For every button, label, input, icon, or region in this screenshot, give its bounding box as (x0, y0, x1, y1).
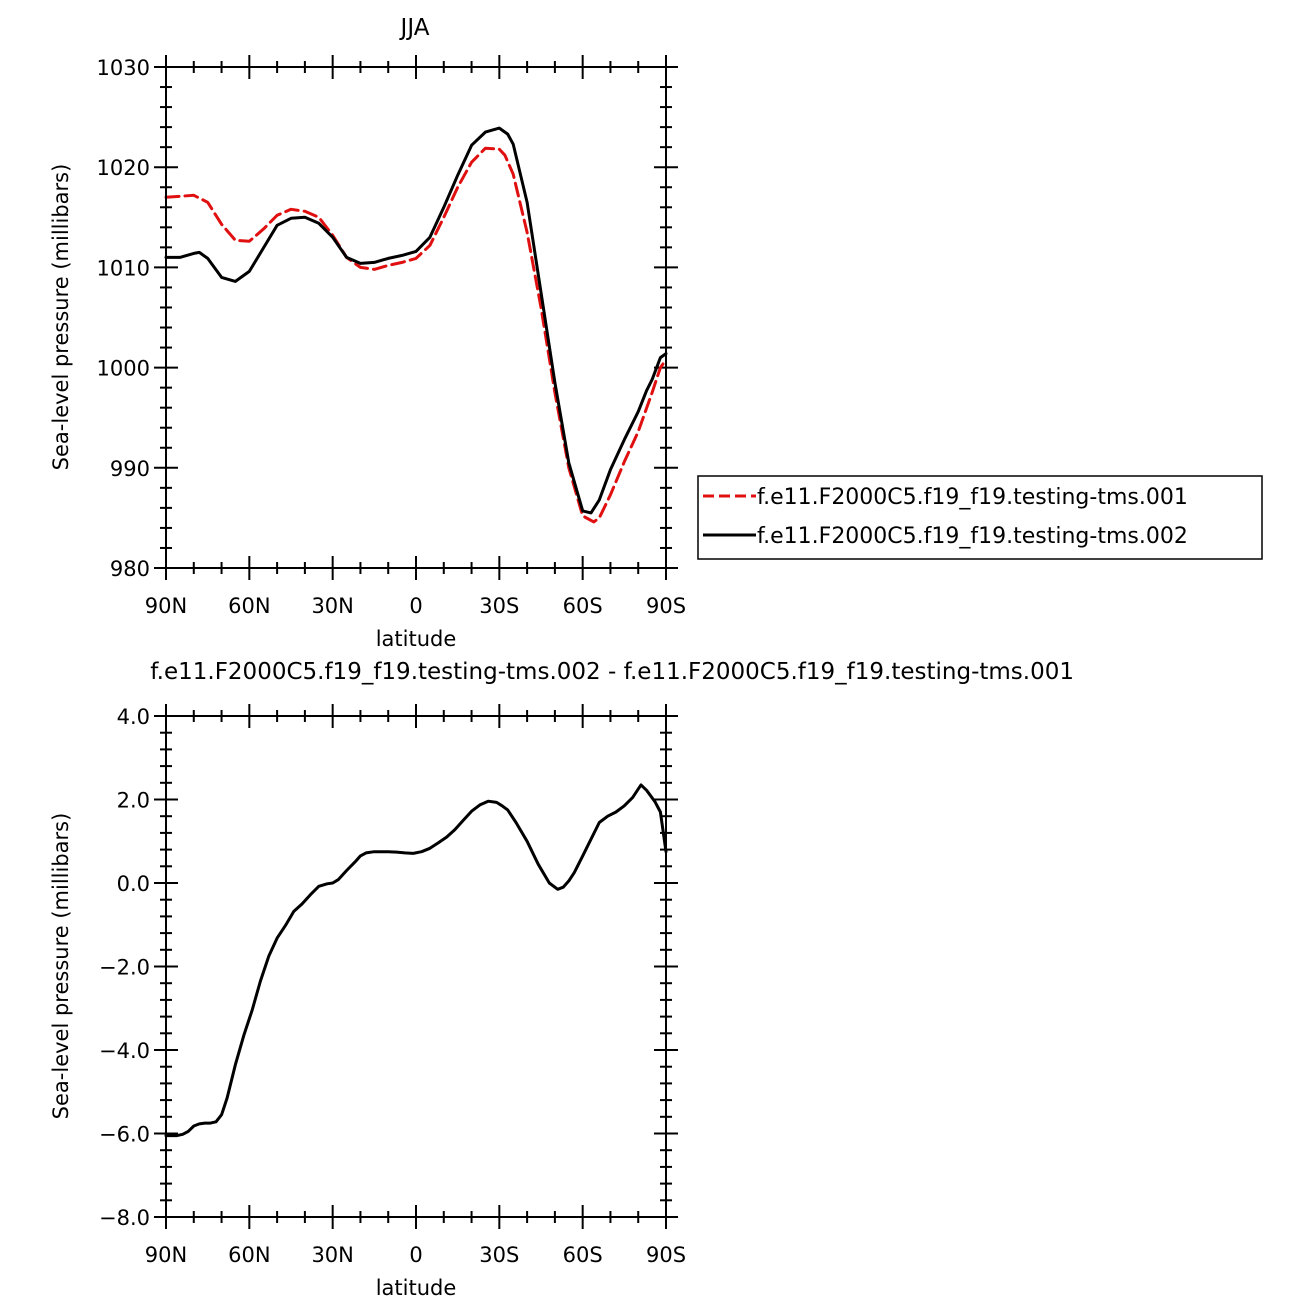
x-tick-label: 0 (409, 594, 422, 618)
pressure-panel: JJA Sea-level pressure (millibars) latit… (49, 15, 1263, 651)
x-tick-label: 30N (311, 1243, 353, 1267)
plot-frame (165, 66, 667, 569)
y-tick-label: 2.0 (117, 789, 150, 813)
y-tick-label: −4.0 (99, 1039, 150, 1063)
series-line (164, 783, 668, 1138)
x-tick-label: 0 (409, 1243, 422, 1267)
legend-label: f.e11.F2000C5.f19_f19.testing-tms.002 (757, 524, 1188, 549)
x-tick-label: 30N (311, 594, 353, 618)
legend-label: f.e11.F2000C5.f19_f19.testing-tms.001 (757, 485, 1188, 510)
x-tick-label: 90N (145, 1243, 187, 1267)
axis-tick-labels: 90N 60N 30N 0 30S 60S 90S 980 990 1000 1010 1020 103… (97, 56, 686, 618)
y-tick-label: 990 (110, 457, 150, 481)
y-tick-label: 0.0 (117, 872, 150, 896)
x-tick-label: 90S (646, 1243, 686, 1267)
x-tick-label: 60N (228, 594, 270, 618)
y-axis-title: Sea-level pressure (millibars) (49, 164, 73, 471)
y-tick-label: 1010 (97, 256, 150, 280)
x-axis-title: latitude (376, 627, 457, 651)
legend: f.e11.F2000C5.f19_f19.testing-tms.001 f.e… (697, 475, 1263, 560)
series-layer (164, 126, 668, 524)
x-tick-label: 30S (479, 594, 519, 618)
series-line (164, 146, 668, 524)
plot-frame (165, 715, 667, 1218)
x-tick-label: 30S (479, 1243, 519, 1267)
x-tick-label: 60S (563, 594, 603, 618)
plot-title: f.e11.F2000C5.f19_f19.testing-tms.002 - … (150, 659, 1074, 685)
x-axis-title: latitude (376, 1276, 457, 1300)
y-tick-label: −6.0 (99, 1123, 150, 1147)
series-layer (164, 783, 668, 1138)
axis-ticks (154, 704, 678, 1229)
x-tick-label: 60S (563, 1243, 603, 1267)
difference-panel: f.e11.F2000C5.f19_f19.testing-tms.002 - … (49, 659, 1074, 1300)
y-axis-title: Sea-level pressure (millibars) (49, 813, 73, 1120)
x-tick-label: 90N (145, 594, 187, 618)
x-tick-label: 60N (228, 1243, 270, 1267)
legend-box (697, 475, 1263, 560)
x-tick-label: 90S (646, 594, 686, 618)
y-tick-label: 980 (110, 557, 150, 581)
y-tick-label: 1000 (97, 357, 150, 381)
y-tick-label: −8.0 (99, 1206, 150, 1230)
series-line (164, 126, 668, 515)
y-tick-label: −2.0 (99, 956, 150, 980)
y-tick-label: 1020 (97, 156, 150, 180)
y-tick-label: 4.0 (117, 705, 150, 729)
y-tick-label: 1030 (97, 56, 150, 80)
axis-tick-labels: 90N 60N 30N 0 30S 60S 90S −8.0 −6.0 −4.0 −2.0 0.0 2.… (99, 705, 686, 1267)
plot-title: JJA (399, 15, 430, 41)
